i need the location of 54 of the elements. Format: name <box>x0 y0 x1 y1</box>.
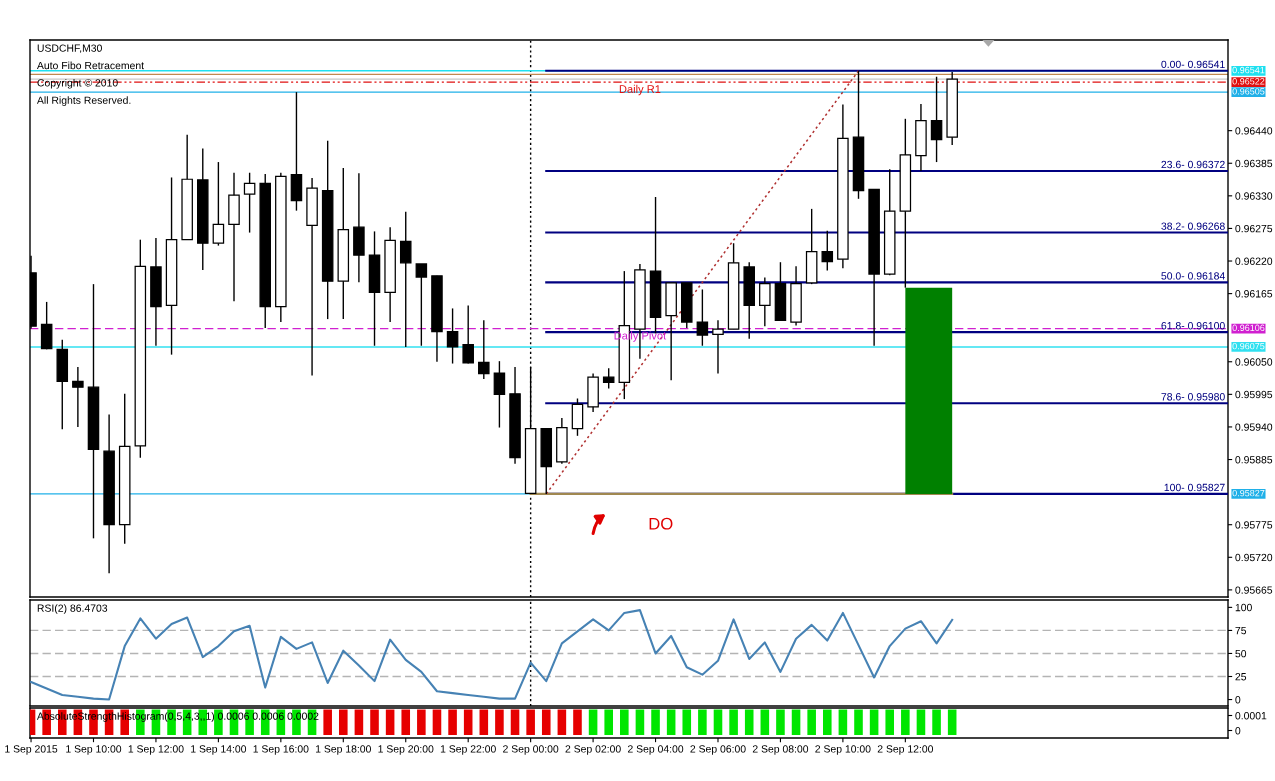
x-tick-label: 2 Sep 02:00 <box>565 745 621 755</box>
y-tick-label: 0.96330 <box>1235 192 1273 200</box>
y-tick-label: 0.95665 <box>1235 586 1273 594</box>
x-tick-label: 1 Sep 12:00 <box>128 745 184 755</box>
x-tick-label: 1 Sep 10:00 <box>66 745 122 755</box>
chart-title: USDCHF,M30 <box>37 44 102 54</box>
x-tick-label: 1 Sep 16:00 <box>253 745 309 755</box>
ref-line-label: 0.96075 <box>1232 342 1265 350</box>
ref-line-label: 0.96541 <box>1232 66 1265 74</box>
x-tick-label: 2 Sep 10:00 <box>815 745 871 755</box>
ref-line-label: 0.96522 <box>1232 78 1265 85</box>
ref-line-label: 0.96505 <box>1232 88 1265 95</box>
x-tick-label: 1 Sep 20:00 <box>378 745 434 755</box>
y-tick-label: 0 <box>1235 727 1241 735</box>
x-tick-label: 1 Sep 14:00 <box>191 745 247 755</box>
x-tick-label: 2 Sep 06:00 <box>690 745 746 755</box>
annotation: 78.6- 0.95980 <box>1161 393 1225 401</box>
y-tick-label: 0.95775 <box>1235 521 1273 529</box>
x-tick-label: 1 Sep 18:00 <box>316 745 371 755</box>
y-tick-label: 0.95720 <box>1235 553 1273 562</box>
annotation: 61.8- 0.96100 <box>1161 322 1225 330</box>
annotation: DO <box>649 517 673 530</box>
y-tick-label: 0.0001 <box>1235 712 1267 720</box>
x-tick-label: 1 Sep 2015 <box>5 745 58 755</box>
y-tick-label: 0.96275 <box>1235 224 1273 233</box>
ref-line-label: 0.95827 <box>1232 489 1265 497</box>
annotation: Copyright © 2010 <box>37 78 118 89</box>
annotation: 50.0- 0.96184 <box>1161 272 1225 280</box>
y-tick-label: 25 <box>1235 673 1247 681</box>
x-tick-label: 2 Sep 12:00 <box>877 745 934 755</box>
annotation: 0.00- 0.96541 <box>1161 60 1225 69</box>
y-tick-label: 100 <box>1235 603 1252 612</box>
y-tick-label: 0.95995 <box>1235 390 1273 399</box>
y-tick-label: 0.96220 <box>1235 257 1273 265</box>
y-tick-label: 0.96165 <box>1235 290 1273 298</box>
annotation: 23.6- 0.96372 <box>1161 160 1225 169</box>
y-tick-label: 0.95940 <box>1235 423 1273 431</box>
annotation: 100- 0.95827 <box>1164 483 1225 492</box>
x-tick-label: 2 Sep 04:00 <box>627 745 684 755</box>
x-tick-label: 2 Sep 00:00 <box>503 745 559 755</box>
y-tick-label: 0.95885 <box>1235 456 1273 464</box>
y-tick-label: 50 <box>1235 649 1247 658</box>
y-tick-label: 0.96385 <box>1235 159 1273 168</box>
annotation: 38.2- 0.96268 <box>1161 222 1225 230</box>
y-tick-label: 0.96050 <box>1235 358 1273 366</box>
y-tick-label: 75 <box>1235 627 1247 635</box>
x-tick-label: 1 Sep 22:00 <box>440 745 496 755</box>
chart-title: RSI(2) 86.4703 <box>37 604 108 614</box>
y-tick-label: 0.96440 <box>1235 127 1273 135</box>
text: Auto Fibo Retracement <box>36 61 144 70</box>
annotation: All Rights Reserved. <box>36 96 131 106</box>
x-tick-label: 2 Sep 08:00 <box>752 745 809 755</box>
y-tick-label: 0 <box>1235 696 1241 704</box>
ref-line-label: 0.96106 <box>1232 324 1265 331</box>
